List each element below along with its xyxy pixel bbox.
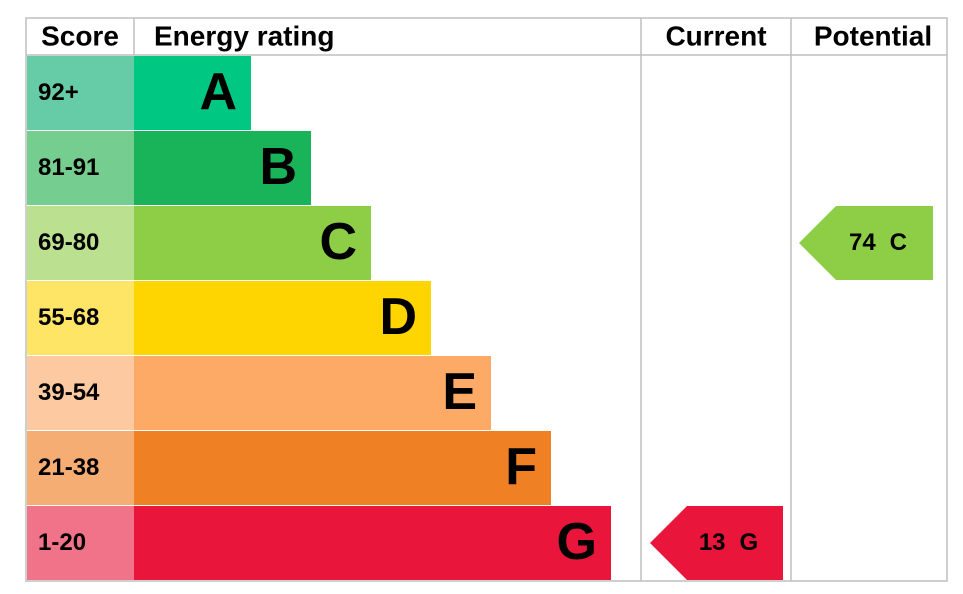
potential-arrow bbox=[799, 206, 933, 280]
band-letter: F bbox=[505, 438, 537, 496]
band-letter: B bbox=[259, 138, 297, 196]
frame bbox=[25, 17, 948, 582]
header: Current bbox=[665, 20, 766, 51]
score-cell bbox=[27, 56, 134, 130]
score-range: 21-38 bbox=[38, 454, 99, 481]
score-cell bbox=[27, 131, 134, 205]
rating-bar bbox=[134, 506, 611, 580]
header: Potential bbox=[814, 20, 932, 51]
current-arrow bbox=[650, 506, 783, 580]
score-range: 1-20 bbox=[38, 529, 86, 556]
score-range: 69-80 bbox=[38, 229, 99, 256]
score-range: 39-54 bbox=[38, 379, 100, 406]
score-cell bbox=[27, 506, 134, 580]
rating-bar bbox=[134, 131, 311, 205]
rating-bar bbox=[134, 206, 371, 280]
band-letter: E bbox=[442, 363, 477, 421]
current-label: 13 G bbox=[699, 529, 758, 556]
header: Score bbox=[41, 20, 119, 51]
band-letter: C bbox=[319, 213, 357, 271]
potential-label: 74 C bbox=[849, 229, 907, 256]
band-letter: D bbox=[379, 288, 417, 346]
score-range: 81-91 bbox=[38, 154, 99, 181]
score-range: 55-68 bbox=[38, 304, 99, 331]
rating-bar bbox=[134, 431, 551, 505]
score-cell bbox=[27, 206, 134, 280]
potential-letter: C bbox=[890, 229, 907, 256]
current-score: 13 bbox=[699, 529, 726, 556]
rating-bar bbox=[134, 356, 491, 430]
score-cell bbox=[27, 431, 134, 505]
band-letter: A bbox=[199, 63, 237, 121]
score-range: 92+ bbox=[38, 79, 79, 106]
rating-bar bbox=[134, 56, 251, 130]
header: Energy rating bbox=[154, 20, 334, 51]
rating-bar bbox=[134, 281, 431, 355]
band-letter: G bbox=[557, 513, 597, 571]
score-cell bbox=[27, 356, 134, 430]
current-letter: G bbox=[740, 529, 759, 556]
score-cell bbox=[27, 281, 134, 355]
potential-score: 74 bbox=[849, 229, 876, 256]
